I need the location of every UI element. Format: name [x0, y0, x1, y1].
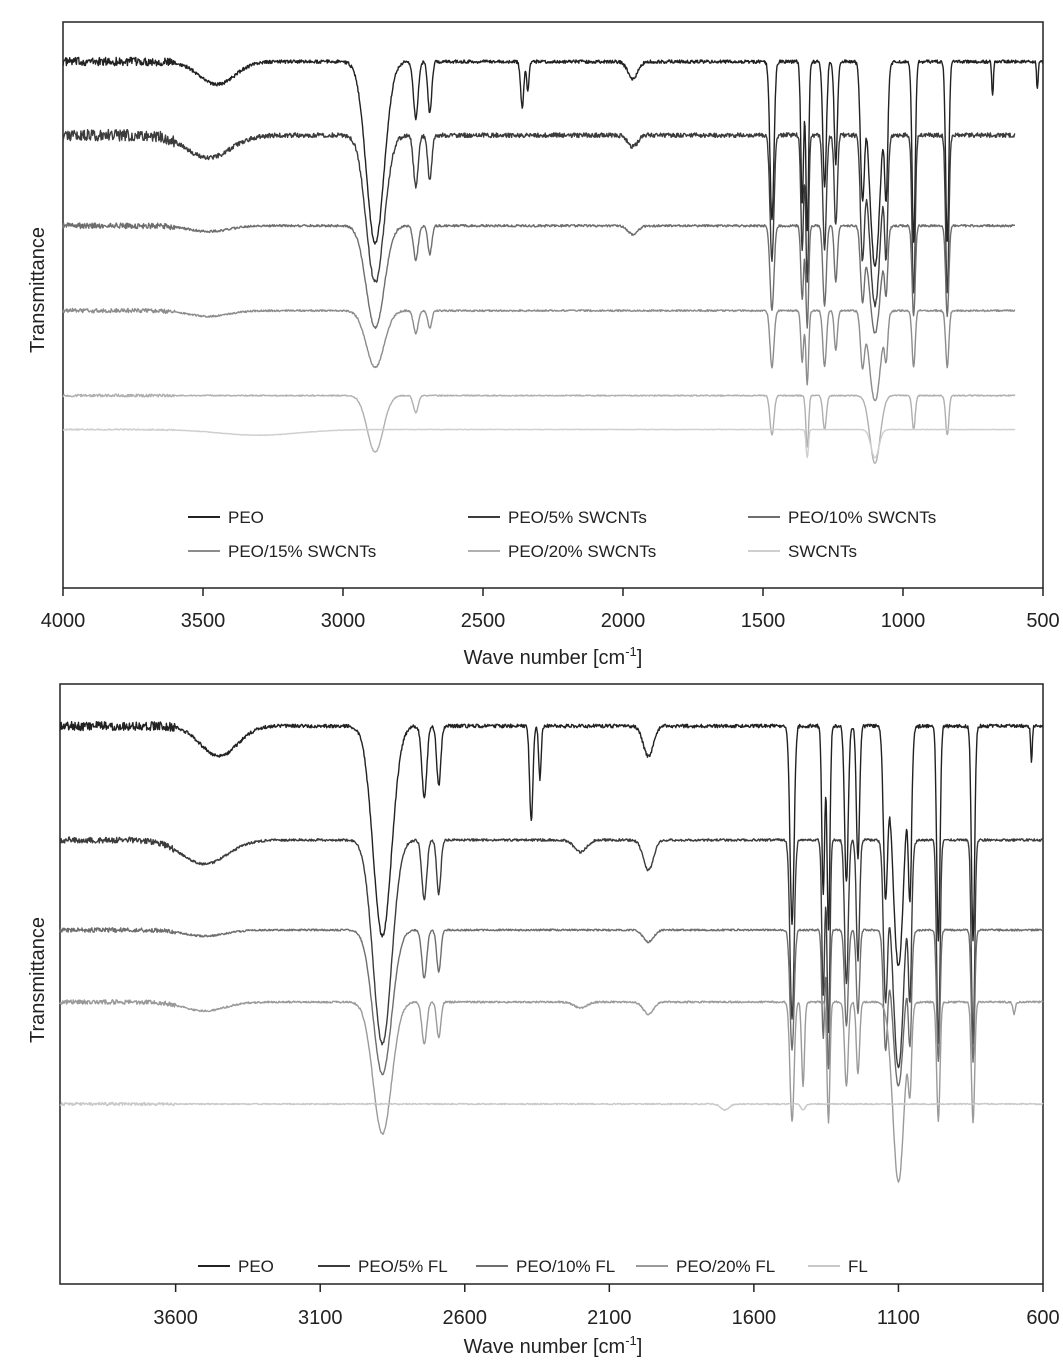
chart-peo-fl: 3600 3100 2600 2100 1600 1100 600 PEO PEO/5% FL…	[27, 683, 1060, 1358]
x-tick-label: 1500	[741, 610, 786, 632]
x-axis-title: Wave number [cm-1]	[464, 644, 643, 669]
x-tick-label: 1100	[877, 1307, 920, 1329]
x-tick-label: 1000	[881, 610, 926, 632]
legend-label-peo-20-swcnts: PEO/20% SWCNTs	[508, 542, 656, 561]
x-tick-label: 500	[1026, 610, 1059, 632]
x-tick-label: 3500	[181, 610, 226, 632]
x-axis-title: Wave number [cm-1]	[464, 1333, 643, 1358]
series-line-peo-5-fl	[59, 836, 1044, 1069]
y-axis-title: Transmittance	[27, 227, 49, 353]
series-line-swcnts	[62, 428, 1016, 459]
legend-label-peo-15-swcnts: PEO/15% SWCNTs	[228, 542, 376, 561]
x-tick-label: 3000	[321, 610, 366, 632]
series-line-peo-10-swcnts	[62, 222, 1016, 334]
plot-frame	[62, 21, 1044, 589]
x-tick-label: 1600	[732, 1307, 777, 1329]
series-layer	[62, 56, 1044, 464]
x-tick-label: 600	[1026, 1307, 1059, 1329]
chart-peo-swcnts: 4000 3500 3000 2500 2000 1500 1000 500 PEO PEO/5…	[27, 21, 1060, 669]
x-tick-label: 2600	[443, 1307, 488, 1329]
legend-label-peo: PEO	[228, 508, 264, 527]
series-line-peo-20-fl	[59, 999, 1044, 1183]
legend-label-peo-10-fl: PEO/10% FL	[516, 1257, 615, 1276]
legend: PEO PEO/5% SWCNTs PEO/10% SWCNTs PEO/15% SW…	[188, 508, 936, 561]
y-axis-title: Transmittance	[27, 917, 49, 1043]
legend-label-peo-5-swcnts: PEO/5% SWCNTs	[508, 508, 647, 527]
plot-frame	[59, 683, 1044, 1285]
legend-label-peo-20-fl: PEO/20% FL	[676, 1257, 775, 1276]
x-ticks: 4000 3500 3000 2500 2000 1500 1000 500	[41, 588, 1060, 632]
series-line-peo-20-swcnts	[62, 393, 1016, 464]
x-tick-label: 3600	[153, 1307, 198, 1329]
legend: PEO PEO/5% FL PEO/10% FL PEO/20% FL FL	[198, 1257, 868, 1276]
x-tick-label: 2100	[587, 1307, 632, 1329]
x-ticks: 3600 3100 2600 2100 1600 1100 600	[153, 1284, 1060, 1329]
legend-label-swcnts: SWCNTs	[788, 542, 857, 561]
x-tick-label: 4000	[41, 610, 86, 632]
series-line-peo	[59, 721, 1044, 967]
x-tick-label: 2000	[601, 610, 646, 632]
x-tick-label: 2500	[461, 610, 506, 632]
x-tick-label: 3100	[298, 1307, 343, 1329]
series-line-peo-5-swcnts	[62, 128, 1016, 308]
legend-label-peo: PEO	[238, 1257, 274, 1276]
legend-label-peo-10-swcnts: PEO/10% SWCNTs	[788, 508, 936, 527]
series-line-peo-15-swcnts	[62, 307, 1016, 402]
series-layer	[59, 721, 1044, 1183]
legend-label-peo-5-fl: PEO/5% FL	[358, 1257, 448, 1276]
series-line-fl	[59, 1101, 1044, 1112]
series-line-peo	[62, 56, 1044, 267]
series-line-peo-10-fl	[59, 927, 1044, 1087]
legend-label-fl: FL	[848, 1257, 868, 1276]
